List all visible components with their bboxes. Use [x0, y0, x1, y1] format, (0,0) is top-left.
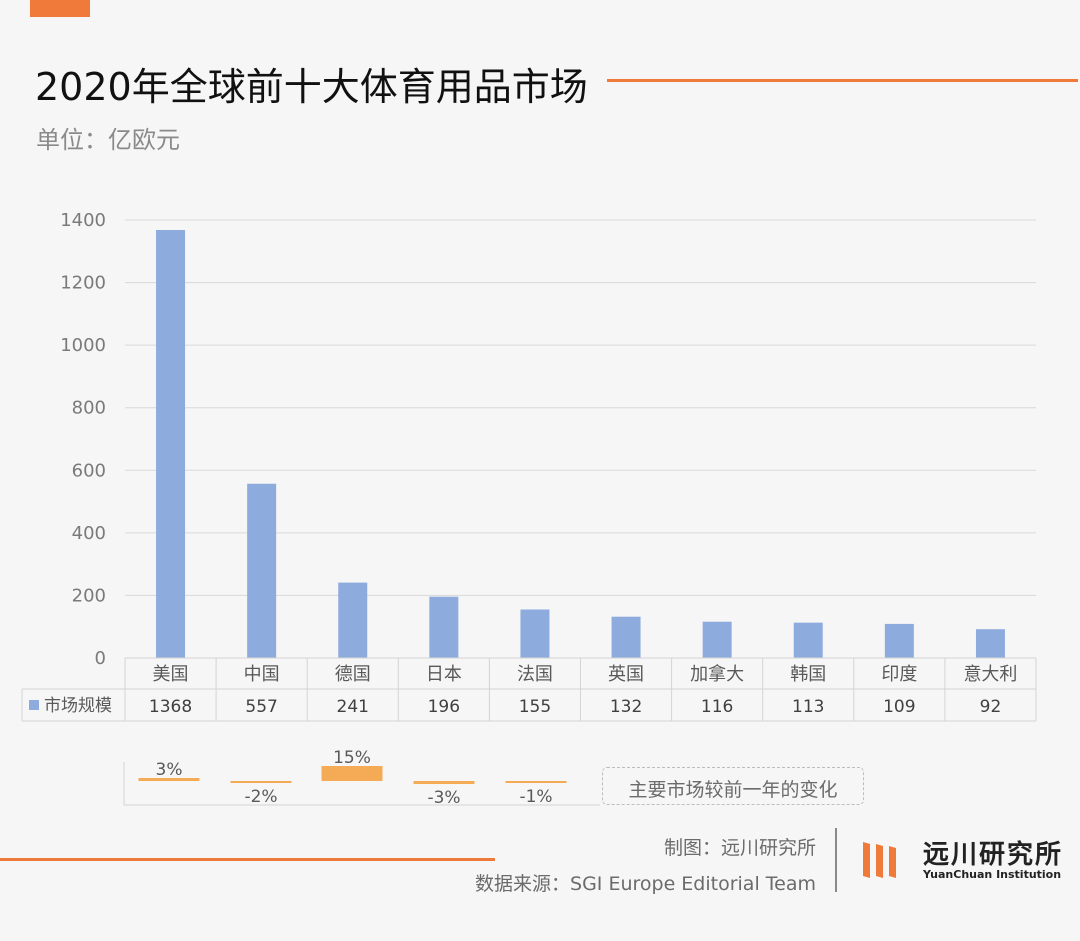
chart-title: 2020年全球前十大体育用品市场 [35, 65, 588, 109]
y-tick-label: 1400 [60, 210, 106, 231]
table-value: 92 [980, 697, 1002, 717]
bar [338, 582, 368, 658]
category-label: 美国 [153, 664, 189, 685]
change-label: -3% [427, 788, 460, 808]
bar [247, 483, 277, 658]
logo-name-en: YuanChuan Institution [923, 868, 1062, 881]
change-bar [413, 781, 475, 784]
y-tick-label: 1200 [60, 273, 106, 294]
category-label: 德国 [335, 664, 371, 685]
change-bar [321, 766, 383, 781]
unit-label: 单位：亿欧元 [36, 126, 180, 154]
category-label: 韩国 [790, 664, 826, 685]
category-label: 日本 [426, 664, 462, 685]
change-label: 15% [333, 748, 371, 768]
table-value: 1368 [149, 697, 192, 717]
change-label: 3% [156, 760, 183, 780]
y-tick-label: 0 [95, 648, 106, 669]
legend-series-name: 市场规模 [44, 696, 112, 716]
maker-credit: 制图：远川研究所 [663, 837, 816, 859]
change-bar [230, 781, 292, 783]
change-legend-label: 主要市场较前一年的变化 [628, 779, 838, 801]
logo-mark-icon [863, 842, 896, 878]
category-label: 英国 [608, 664, 644, 685]
bar [793, 622, 823, 658]
y-tick-label: 400 [72, 523, 106, 544]
category-label: 意大利 [963, 664, 1017, 685]
table-value: 113 [792, 697, 824, 717]
legend-swatch [29, 700, 39, 710]
table-value: 132 [610, 697, 642, 717]
bar [156, 230, 186, 659]
bar [429, 596, 459, 658]
change-label: -1% [519, 787, 552, 807]
footer-rule [0, 858, 495, 861]
table-value: 241 [337, 697, 369, 717]
logo-name-cn: 远川研究所 [923, 840, 1064, 870]
change-legend-box: 主要市场较前一年的变化 [602, 767, 864, 805]
table-value: 116 [701, 697, 733, 717]
change-label: -2% [244, 787, 277, 807]
title-rule [607, 79, 1078, 82]
category-label: 中国 [244, 664, 280, 685]
bar [611, 616, 641, 658]
bar [702, 621, 732, 658]
category-label: 法国 [517, 664, 553, 685]
bar [975, 629, 1005, 658]
table-value: 557 [245, 697, 277, 717]
table-value: 155 [519, 697, 551, 717]
y-tick-label: 1000 [60, 335, 106, 356]
bar [884, 623, 914, 658]
table-value: 109 [883, 697, 915, 717]
change-bar [138, 778, 200, 781]
bar [520, 609, 550, 658]
y-tick-label: 600 [72, 460, 106, 481]
table-value: 196 [428, 697, 460, 717]
accent-block [30, 0, 90, 17]
footer-divider [835, 828, 837, 892]
institution-logo: 远川研究所 YuanChuan Institution [861, 834, 1071, 884]
y-tick-label: 800 [72, 398, 106, 419]
category-label: 加拿大 [690, 663, 744, 685]
change-bar [505, 781, 567, 783]
data-source: 数据来源：SGI Europe Editorial Team [475, 873, 816, 895]
y-tick-label: 200 [72, 585, 106, 606]
category-label: 印度 [881, 664, 917, 685]
